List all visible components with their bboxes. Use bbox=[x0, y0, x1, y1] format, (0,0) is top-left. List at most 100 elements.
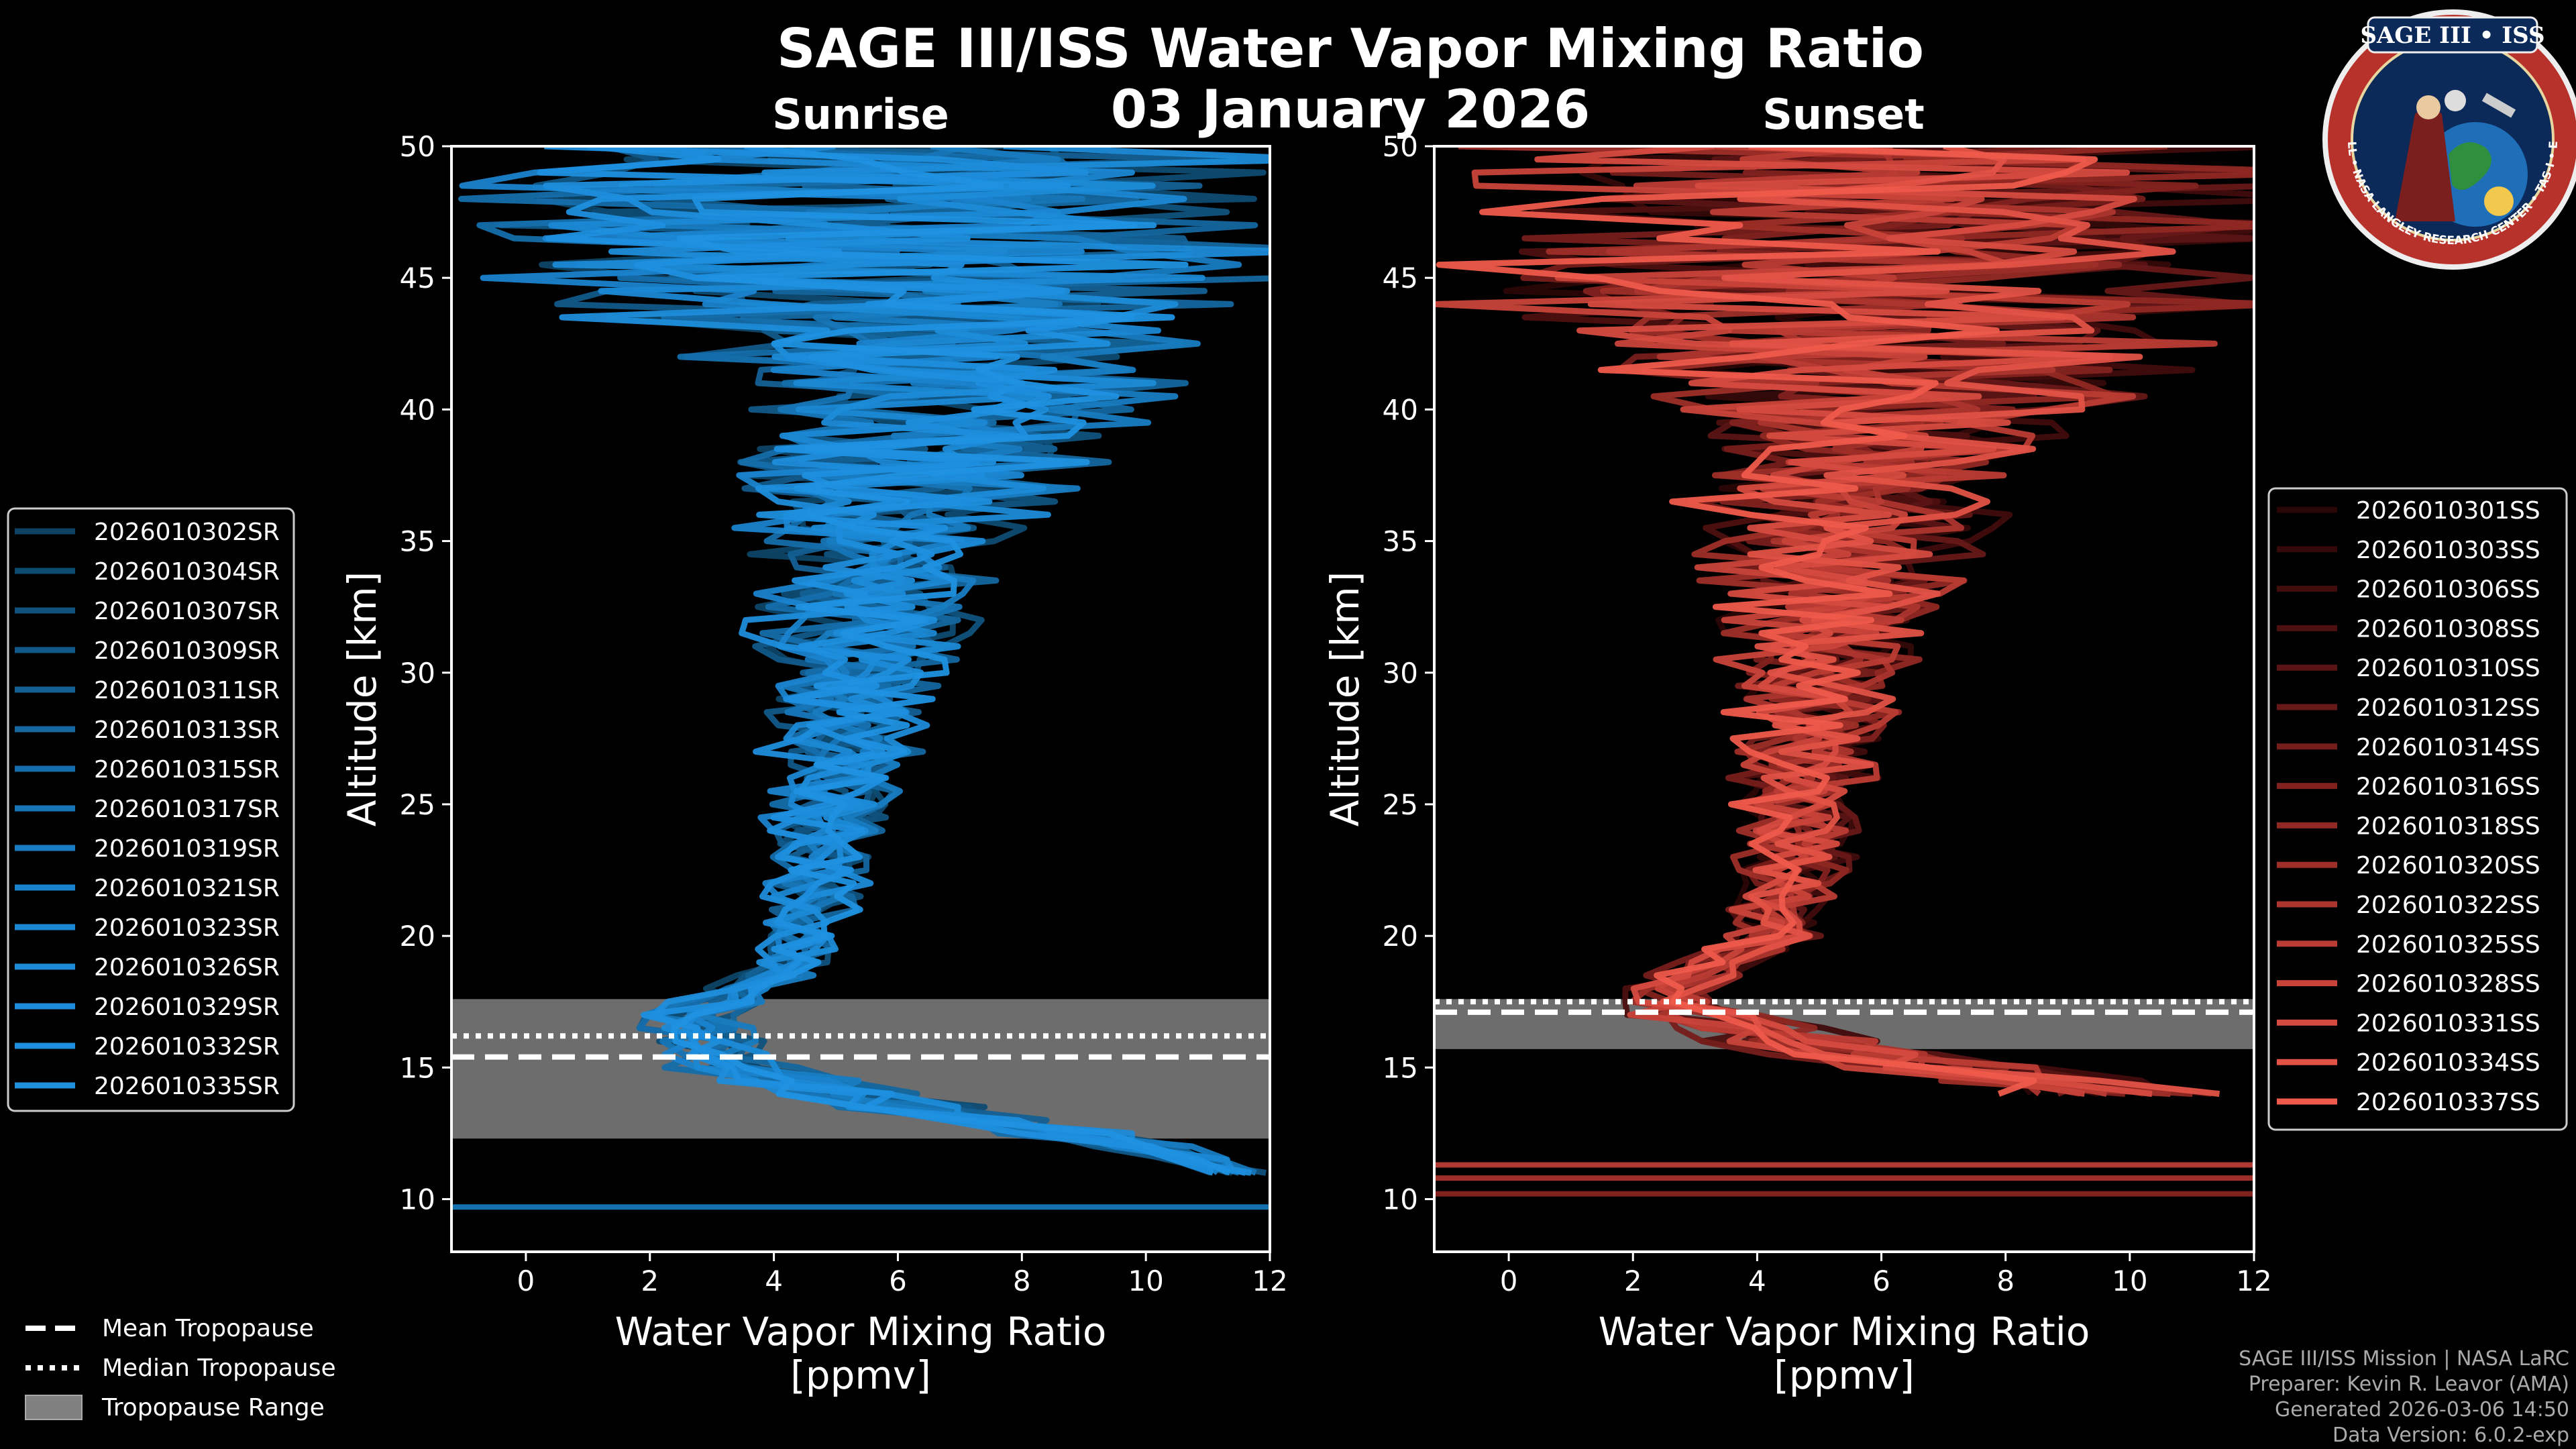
sunrise-legend-label: 2026010317SR bbox=[94, 796, 280, 823]
sunrise-legend-label: 2026010332SR bbox=[94, 1033, 280, 1061]
sunset-legend-label: 2026010322SS bbox=[2356, 892, 2540, 919]
sunset-legend-label: 2026010334SS bbox=[2356, 1049, 2540, 1077]
logo-station bbox=[2481, 93, 2516, 118]
sunrise-profile-2026010335SR bbox=[671, 146, 1232, 1176]
sunrise-legend-label: 2026010315SR bbox=[94, 756, 280, 784]
sunset-y-tick-label: 20 bbox=[1383, 920, 1418, 953]
tropopause-legend: Mean Tropopause Median Tropopause Tropop… bbox=[25, 1315, 336, 1421]
sunset-plot-frame bbox=[1433, 145, 2255, 1253]
sunrise-x-axis-unit: [ppmv] bbox=[790, 1352, 931, 1398]
sunrise-legend-label: 2026010307SR bbox=[94, 598, 280, 625]
sunrise-legend-label: 2026010313SR bbox=[94, 716, 280, 744]
sunrise-y-tick-label: 35 bbox=[400, 525, 435, 558]
sunrise-x-tick-label: 4 bbox=[765, 1265, 783, 1297]
sunrise-legend-label: 2026010319SR bbox=[94, 835, 280, 863]
sunrise-tropopause-range bbox=[451, 999, 1270, 1139]
sunset-legend-label: 2026010301SS bbox=[2356, 497, 2540, 525]
sunset-legend: 2026010301SS 2026010303SS 2026010306SS 2026… bbox=[2267, 487, 2568, 1131]
credit-data-version: Data Version: 6.0.2-exp bbox=[2332, 1424, 2569, 1447]
sunset-x-axis-label: Water Vapor Mixing Ratio bbox=[1599, 1309, 2090, 1354]
mean-tropopause-label: Mean Tropopause bbox=[102, 1315, 314, 1342]
sunrise-legend-label: 2026010335SR bbox=[94, 1073, 280, 1100]
sunrise-x-tick-label: 10 bbox=[1128, 1265, 1163, 1297]
sunset-y-tick-label: 15 bbox=[1383, 1051, 1418, 1084]
logo-moon bbox=[2445, 90, 2466, 111]
tropopause-range-label: Tropopause Range bbox=[101, 1394, 325, 1421]
logo-sun bbox=[2484, 186, 2514, 216]
figure-date: 03 January 2026 bbox=[1111, 80, 1591, 140]
sunset-legend-label: 2026010306SS bbox=[2356, 576, 2540, 604]
sunset-y-tick-label: 10 bbox=[1383, 1183, 1418, 1216]
sunrise-x-tick-label: 6 bbox=[889, 1265, 907, 1297]
sunrise-y-tick-label: 25 bbox=[400, 788, 435, 821]
sunset-y-tick-label: 35 bbox=[1383, 525, 1418, 558]
sunrise-x-tick-label: 8 bbox=[1013, 1265, 1031, 1297]
sunrise-x-tick-label: 12 bbox=[1252, 1265, 1287, 1297]
sunset-chart: 0 2 4 6 8 10 12 10 15 20 25 30 35 40 45 50 Water Vapor… bbox=[1322, 130, 2272, 1398]
sunset-legend-label: 2026010320SS bbox=[2356, 852, 2540, 879]
sunrise-legend-label: 2026010304SR bbox=[94, 558, 280, 586]
sunrise-chart: 0 2 4 6 8 10 12 10 15 20 25 30 35 40 45 50 Water Vapor… bbox=[339, 130, 1288, 1398]
sunset-y-tick-label: 25 bbox=[1383, 788, 1418, 821]
logo-continent bbox=[2449, 142, 2491, 190]
sunrise-y-tick-label: 40 bbox=[400, 393, 435, 426]
sunset-legend-label: 2026010331SS bbox=[2356, 1010, 2540, 1037]
sunrise-y-tick-label: 50 bbox=[400, 130, 435, 163]
sunset-panel-title: Sunset bbox=[1762, 90, 1925, 139]
logo-figure bbox=[2395, 107, 2455, 221]
sunrise-profile-2026010319SR bbox=[653, 146, 1242, 1174]
sunset-y-tick-label: 40 bbox=[1383, 393, 1418, 426]
sunset-x-tick-label: 4 bbox=[1748, 1265, 1766, 1297]
sunrise-y-tick-label: 30 bbox=[400, 657, 435, 690]
sunrise-y-tick-label: 15 bbox=[400, 1051, 435, 1084]
sunrise-legend-label: 2026010326SR bbox=[94, 954, 280, 981]
sunset-legend-label: 2026010308SS bbox=[2356, 615, 2540, 643]
sunrise-y-tick-label: 20 bbox=[400, 920, 435, 953]
sunrise-profile-2026010329SR bbox=[543, 146, 1246, 1176]
sunrise-y-tick-label: 45 bbox=[400, 262, 435, 294]
sunrise-y-axis-label: Altitude [km] bbox=[339, 572, 385, 826]
logo-figure-head bbox=[2416, 95, 2440, 119]
sunset-y-tick-label: 45 bbox=[1383, 262, 1418, 294]
tropopause-range-swatch bbox=[25, 1395, 83, 1420]
sunrise-legend-frame bbox=[7, 507, 295, 1112]
sunset-legend-label: 2026010325SS bbox=[2356, 931, 2540, 959]
logo-title: SAGE III • ISS bbox=[2360, 22, 2544, 49]
sunset-x-tick-label: 8 bbox=[1996, 1265, 2015, 1297]
sunrise-panel-title: Sunrise bbox=[772, 90, 949, 139]
sunrise-legend: 2026010302SR 2026010304SR 2026010307SR 2026… bbox=[7, 507, 295, 1112]
sunset-legend-label: 2026010314SS bbox=[2356, 734, 2540, 761]
sunset-legend-label: 2026010303SS bbox=[2356, 537, 2540, 564]
sunset-legend-label: 2026010312SS bbox=[2356, 694, 2540, 722]
sunrise-legend-label: 2026010302SR bbox=[94, 519, 280, 546]
median-tropopause-label: Median Tropopause bbox=[102, 1354, 336, 1382]
sunrise-legend-label: 2026010309SR bbox=[94, 637, 280, 665]
sunrise-legend-label: 2026010323SR bbox=[94, 914, 280, 942]
sunset-x-tick-label: 2 bbox=[1624, 1265, 1642, 1297]
sunset-x-tick-label: 12 bbox=[2236, 1265, 2271, 1297]
sunset-x-tick-label: 0 bbox=[1500, 1265, 1518, 1297]
figure-title: SAGE III/ISS Water Vapor Mixing Ratio bbox=[777, 17, 1924, 80]
sunset-y-tick-label: 30 bbox=[1383, 657, 1418, 690]
credits: SAGE III/ISS Mission | NASA LaRC Prepare… bbox=[2239, 1347, 2569, 1447]
sunrise-y-tick-label: 10 bbox=[400, 1183, 435, 1216]
sunset-y-tick-label: 50 bbox=[1383, 130, 1418, 163]
credit-generated: Generated 2026-03-06 14:50 bbox=[2275, 1398, 2569, 1421]
sunrise-x-axis-label: Water Vapor Mixing Ratio bbox=[615, 1309, 1107, 1354]
credit-mission: SAGE III/ISS Mission | NASA LaRC bbox=[2239, 1347, 2569, 1371]
sunset-profile-2026010334SS bbox=[1660, 146, 2220, 1097]
sunset-legend-frame bbox=[2267, 487, 2568, 1131]
sunrise-legend-label: 2026010311SR bbox=[94, 677, 280, 704]
sunrise-legend-label: 2026010329SR bbox=[94, 994, 280, 1021]
sunset-legend-label: 2026010310SS bbox=[2356, 655, 2540, 682]
sunset-legend-label: 2026010337SS bbox=[2356, 1089, 2540, 1116]
sunrise-x-tick-label: 2 bbox=[641, 1265, 659, 1297]
sunset-x-axis-unit: [ppmv] bbox=[1774, 1352, 1915, 1398]
sunrise-legend-label: 2026010321SR bbox=[94, 875, 280, 902]
sunset-legend-label: 2026010318SS bbox=[2356, 812, 2540, 840]
credit-preparer: Preparer: Kevin R. Leavor (AMA) bbox=[2249, 1373, 2569, 1396]
sunset-legend-label: 2026010328SS bbox=[2356, 971, 2540, 998]
sunset-y-axis-label: Altitude [km] bbox=[1322, 572, 1368, 826]
sunrise-plot-frame bbox=[450, 145, 1271, 1253]
